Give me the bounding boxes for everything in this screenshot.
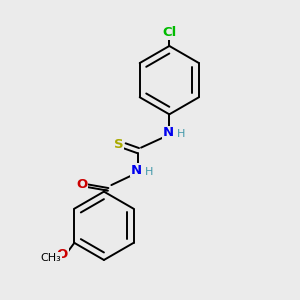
Text: O: O xyxy=(57,248,68,261)
Text: N: N xyxy=(162,126,173,139)
Text: Cl: Cl xyxy=(162,26,176,39)
Text: S: S xyxy=(114,138,124,151)
Text: H: H xyxy=(176,129,185,139)
Text: CH₃: CH₃ xyxy=(40,253,61,262)
Text: O: O xyxy=(76,178,87,191)
Text: N: N xyxy=(131,164,142,177)
Text: H: H xyxy=(145,167,154,177)
